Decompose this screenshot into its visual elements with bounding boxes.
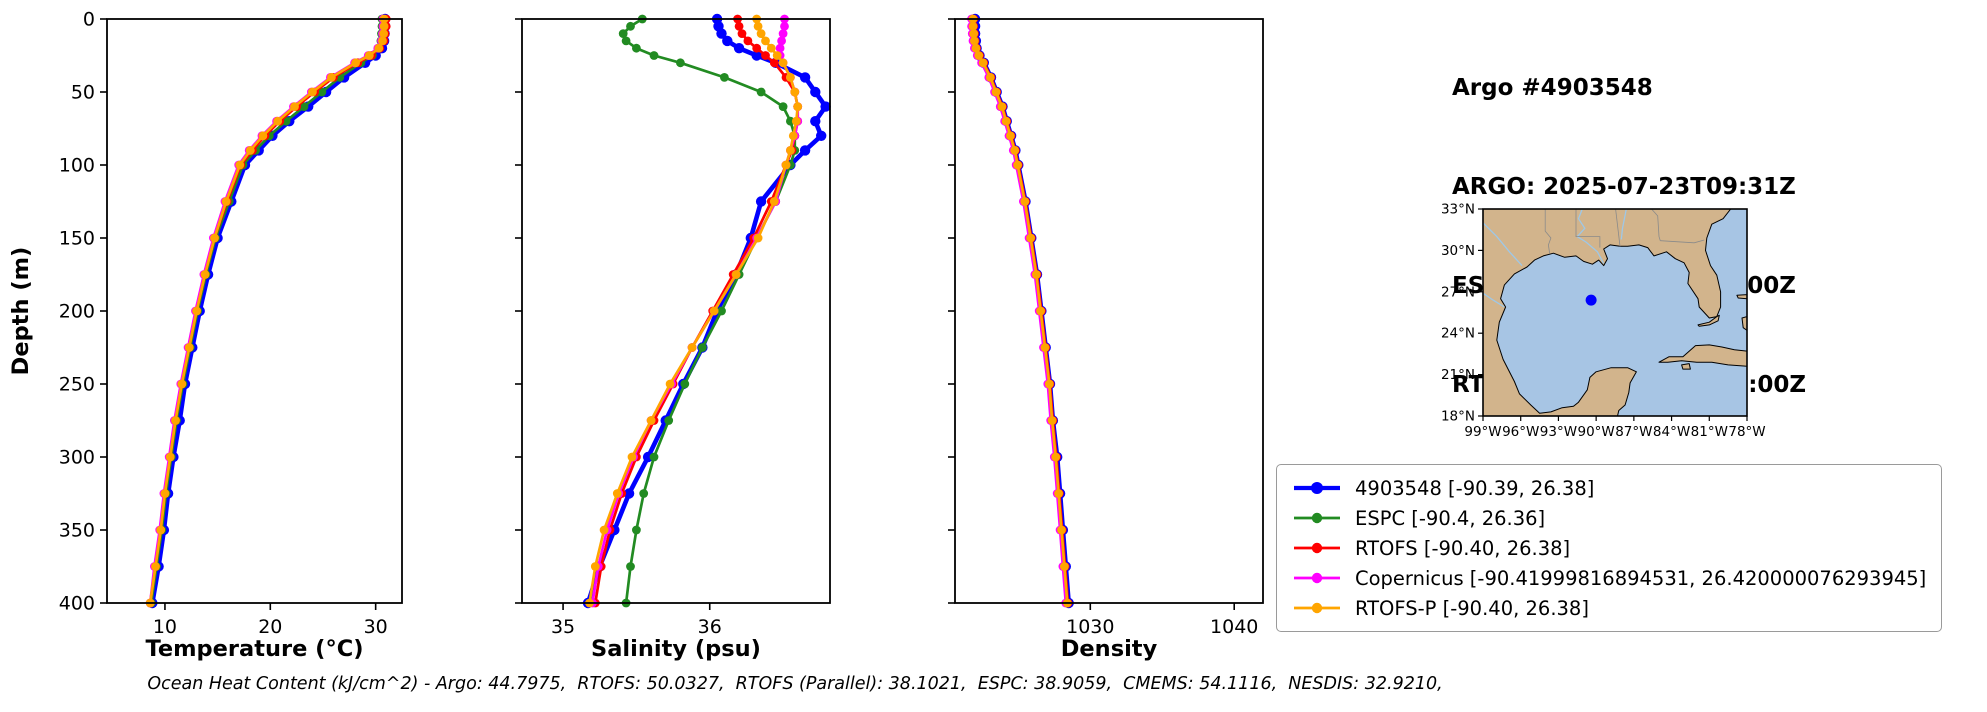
map-lon-tick-label: 84°W	[1653, 424, 1690, 440]
map-lat-tick-label: 30°N	[1441, 243, 1475, 259]
temperature-profile-line-RTOFS	[148, 17, 388, 605]
temperature-profile-line-ESPC	[149, 17, 384, 605]
argo-timestamp: ARGO: 2025-07-23T09:31Z	[1452, 174, 1796, 200]
legend-marker-icon	[1294, 572, 1340, 584]
legend-marker-icon	[1294, 512, 1340, 524]
depth-tick-label: 100	[59, 155, 95, 177]
density-profile-plot: 1030 1040 Density	[948, 13, 1264, 662]
map-lat-tick-label: 18°N	[1441, 409, 1475, 425]
density-profile-x-axis-title: Density	[1061, 636, 1158, 662]
depth-tick-label: 200	[59, 301, 95, 323]
density-profile-line-4903548	[972, 16, 1071, 606]
salinity-profile-line-4903548	[585, 16, 828, 606]
depth-tick-label: 150	[59, 228, 95, 250]
x-tick-label: 36	[698, 616, 722, 638]
density-profile-line-ESPC	[970, 17, 1069, 605]
map-lon-tick-label: 78°W	[1728, 424, 1765, 440]
legend-item: Copernicus [-90.41999816894531, 26.42000…	[1291, 566, 1927, 590]
ocean-heat-content-caption: Ocean Heat Content (kJ/cm^2) - Argo: 44.…	[147, 674, 1443, 694]
temperature-profile-plot: 10 20 30050100150200250300350400Temperatur…	[8, 9, 403, 662]
depth-tick-label: 300	[59, 447, 95, 469]
legend-item: RTOFS [-90.40, 26.38]	[1291, 536, 1927, 560]
legend-marker-icon	[1294, 602, 1340, 614]
temperature-profile-axes-frame	[106, 18, 403, 604]
x-tick-label: 10	[153, 616, 177, 638]
station-title: Argo #4903548	[1452, 75, 1653, 101]
float-location-dot	[1585, 294, 1597, 306]
depth-tick-label: 350	[59, 520, 95, 542]
temperature-profile-line-RTOFS-P	[148, 17, 386, 605]
legend-label: ESPC [-90.4, 26.36]	[1355, 506, 1546, 530]
legend-item: RTOFS-P [-90.40, 26.38]	[1291, 596, 1927, 620]
legend-item: ESPC [-90.4, 26.36]	[1291, 506, 1927, 530]
legend-label: 4903548 [-90.39, 26.38]	[1355, 476, 1595, 500]
map-lon-tick-label: 96°W	[1502, 424, 1539, 440]
map-lat-tick-label: 21°N	[1441, 367, 1475, 383]
x-tick-label: 1030	[1066, 616, 1114, 638]
x-tick-label: 35	[551, 616, 575, 638]
map-lon-tick-label: 81°W	[1691, 424, 1728, 440]
depth-tick-label: 400	[59, 593, 95, 615]
temperature-profile-line-4903548	[150, 16, 388, 606]
legend-label: Copernicus [-90.41999816894531, 26.42000…	[1355, 566, 1927, 590]
density-profile-line-Copernicus	[970, 17, 1068, 605]
map-lat-tick-label: 24°N	[1441, 326, 1475, 342]
map-lon-tick-label: 90°W	[1578, 424, 1615, 440]
salinity-profile-line-Copernicus	[591, 17, 800, 605]
gulf-of-mexico-map: 99°W 96°W 93°W 90°W 87°W 84°W 81°W 78°W 18°N 21°N…	[1441, 202, 1766, 441]
legend-item: 4903548 [-90.39, 26.38]	[1291, 476, 1927, 500]
depth-tick-label: 50	[71, 82, 95, 104]
map-land	[1483, 209, 1747, 416]
legend-label: RTOFS-P [-90.40, 26.38]	[1355, 596, 1589, 620]
depth-tick-label: 250	[59, 374, 95, 396]
x-tick-label: 20	[258, 616, 282, 638]
map-lon-tick-label: 93°W	[1540, 424, 1577, 440]
map-lon-tick-label: 99°W	[1464, 424, 1501, 440]
salinity-profile-x-axis-title: Salinity (psu)	[591, 636, 761, 662]
map-frame	[1482, 208, 1748, 417]
map-lon-tick-label: 87°W	[1615, 424, 1652, 440]
salinity-profile-line-RTOFS	[593, 17, 800, 605]
x-tick-label: 1040	[1210, 616, 1258, 638]
legend: 4903548 [-90.39, 26.38] ESPC [-90.4, 26.3…	[1276, 464, 1942, 632]
temperature-profile-x-axis-title: Temperature (°C)	[145, 636, 363, 662]
y-axis-title: Depth (m)	[8, 247, 34, 376]
density-profile-line-RTOFS-P	[971, 17, 1069, 605]
x-tick-label: 30	[364, 616, 388, 638]
map-lat-tick-label: 33°N	[1441, 202, 1475, 218]
legend-marker-icon	[1294, 542, 1340, 554]
temperature-profile-line-Copernicus	[148, 17, 385, 605]
legend-label: RTOFS [-90.40, 26.38]	[1355, 536, 1571, 560]
profile-plots: 10 20 30050100150200250300350400Temperatur…	[8, 9, 1264, 662]
density-profile-line-RTOFS	[972, 17, 1070, 605]
legend-marker-icon	[1294, 482, 1340, 494]
depth-tick-label: 0	[83, 9, 95, 31]
map-lat-tick-label: 27°N	[1441, 284, 1475, 300]
